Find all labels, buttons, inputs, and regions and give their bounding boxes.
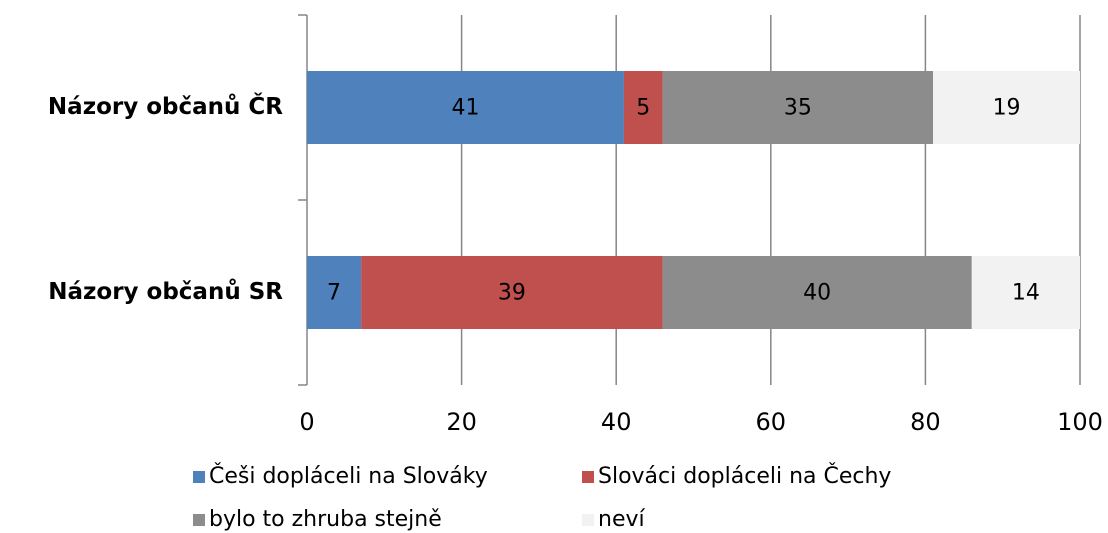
bar-segment [307, 256, 362, 329]
data-label: 7 [327, 281, 341, 306]
data-label: 41 [451, 96, 479, 121]
data-label: 40 [803, 281, 831, 306]
category-label: Názory občanů SR [48, 278, 283, 305]
category-label: Názory občanů ČR [48, 92, 283, 120]
bar-segment [971, 256, 1080, 329]
bar-segment [662, 256, 972, 329]
data-label: 39 [498, 281, 526, 306]
legend-label: neví [598, 507, 645, 532]
x-tick-label: 60 [756, 408, 787, 436]
x-tick-label: 100 [1057, 408, 1103, 436]
bar-segment [933, 71, 1080, 144]
legend-swatch [193, 514, 205, 526]
legend-label: Češi dopláceli na Slováky [209, 463, 488, 489]
x-tick-label: 80 [910, 408, 941, 436]
x-tick-label: 20 [446, 408, 477, 436]
legend-swatch [193, 471, 205, 483]
legend-label: Slováci dopláceli na Čechy [598, 463, 891, 489]
bar-segment [307, 71, 624, 144]
legend-swatch [582, 471, 594, 483]
data-label: 5 [636, 96, 650, 121]
data-label: 19 [993, 96, 1021, 121]
bar-segment [361, 256, 663, 329]
x-tick-label: 40 [601, 408, 632, 436]
legend-label: bylo to zhruba stejně [209, 507, 442, 532]
x-tick-label: 0 [299, 408, 314, 436]
data-label: 35 [784, 96, 812, 121]
bar-segment [662, 71, 934, 144]
legend-swatch [582, 514, 594, 526]
data-label: 14 [1012, 281, 1040, 306]
bar-segment [623, 71, 663, 144]
